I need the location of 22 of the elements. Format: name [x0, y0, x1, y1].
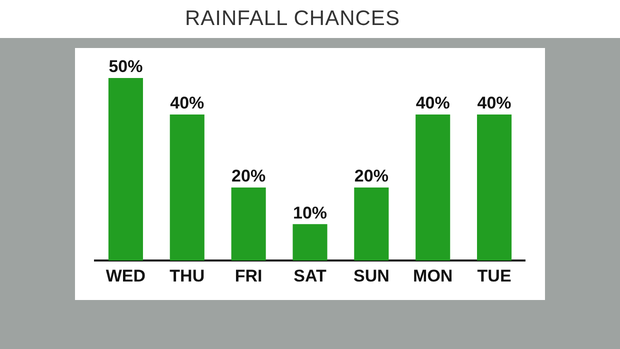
bar: [354, 188, 389, 261]
data-label: 40%: [416, 94, 450, 113]
x-tick-label: MON: [413, 266, 453, 286]
data-label: 20%: [354, 166, 388, 186]
data-label: 40%: [170, 94, 204, 113]
chart-title: RAINFALL CHANCES: [185, 7, 400, 31]
x-tick-label: FRI: [234, 266, 262, 286]
x-tick-label: SUN: [353, 266, 390, 286]
bar: [108, 78, 143, 261]
x-tick-label: TUE: [477, 266, 512, 286]
x-tick-label: THU: [170, 266, 205, 286]
data-label: 10%: [292, 203, 328, 222]
x-tick-label: WED: [106, 266, 146, 286]
data-label: 40%: [477, 94, 512, 113]
bar: [231, 188, 266, 261]
x-tick-label: SAT: [294, 266, 327, 286]
data-label: 20%: [232, 166, 266, 186]
bar: [477, 114, 512, 261]
data-label: 50%: [108, 57, 143, 76]
bar: [170, 114, 204, 261]
bar: [292, 224, 328, 261]
bar: [416, 114, 450, 261]
